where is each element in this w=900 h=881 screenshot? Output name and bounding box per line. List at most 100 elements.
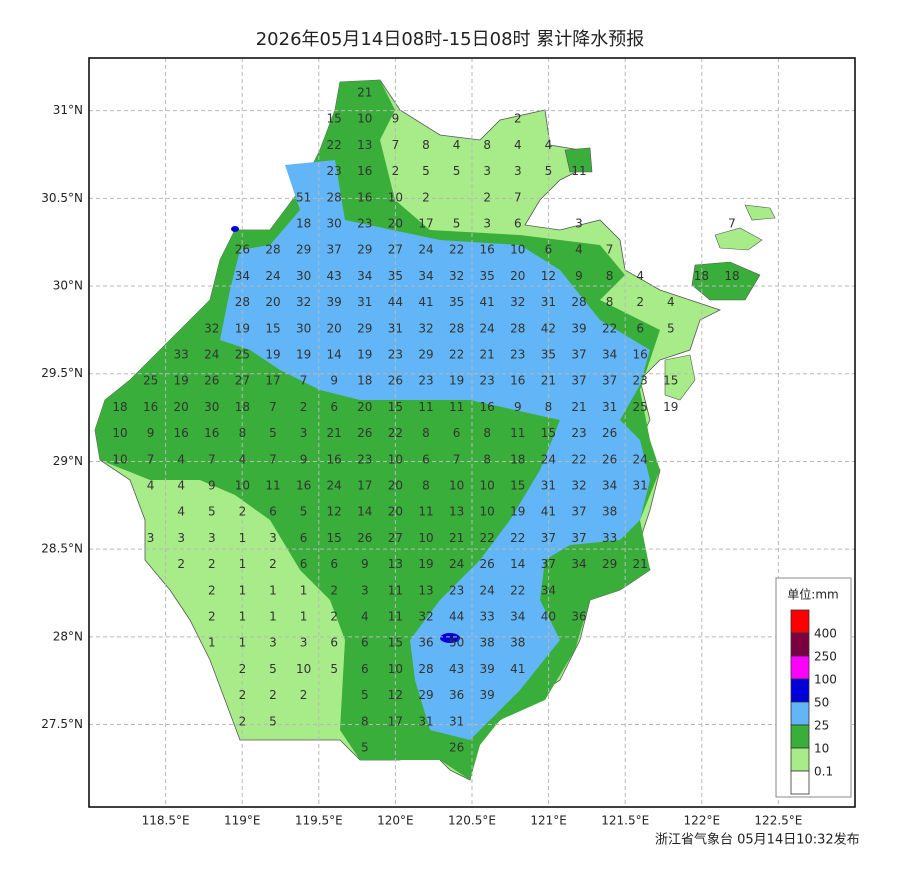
rain-value: 24: [327, 479, 342, 493]
rain-value: 19: [265, 348, 280, 362]
rain-value: 4: [239, 452, 247, 466]
rain-value: 2: [514, 112, 522, 126]
rain-value: 14: [510, 557, 525, 571]
rain-value: 16: [633, 348, 648, 362]
rain-value: 10: [357, 112, 372, 126]
rain-value: 9: [361, 557, 369, 571]
rain-value: 16: [357, 164, 372, 178]
rain-value: 11: [510, 426, 525, 440]
island: [714, 227, 763, 251]
rain-value: 9: [208, 479, 216, 493]
rain-value: 26: [204, 374, 219, 388]
rain-value: 3: [300, 636, 308, 650]
rain-value: 23: [357, 217, 372, 231]
rain-value: 18: [296, 217, 311, 231]
rain-value: 15: [388, 400, 403, 414]
rain-value: 33: [480, 610, 495, 624]
legend-swatch: [790, 609, 810, 634]
area-50mm: [440, 633, 460, 643]
rain-value: 24: [418, 243, 433, 257]
rain-value: 40: [541, 610, 556, 624]
rain-value: 5: [453, 217, 461, 231]
rain-value: 44: [388, 295, 403, 309]
rain-value: 19: [357, 348, 372, 362]
rain-value: 18: [510, 452, 525, 466]
rain-value: 30: [296, 321, 311, 335]
island: [691, 261, 761, 301]
rain-value: 2: [330, 583, 338, 597]
rain-value: 8: [483, 138, 491, 152]
rain-value: 34: [571, 557, 586, 571]
rain-value: 3: [147, 531, 155, 545]
rain-value: 1: [208, 636, 216, 650]
rain-value: 39: [327, 295, 342, 309]
rain-value: 43: [449, 662, 464, 676]
rain-value: 8: [483, 452, 491, 466]
rain-value: 22: [510, 531, 525, 545]
rain-value: 21: [541, 374, 556, 388]
rain-value: 6: [361, 662, 369, 676]
lat-tick-label: 30.5°N: [41, 191, 83, 205]
rain-value: 16: [357, 190, 372, 204]
lon-tick-label: 120.5°E: [448, 814, 496, 828]
rain-value: 31: [418, 714, 433, 728]
rain-value: 28: [418, 662, 433, 676]
rain-value: 23: [633, 374, 648, 388]
rain-value: 35: [541, 348, 556, 362]
rain-value: 3: [483, 164, 491, 178]
lon-tick-label: 118.5°E: [142, 814, 190, 828]
rain-value: 34: [602, 479, 617, 493]
rain-value: 15: [327, 112, 342, 126]
rain-value: 10: [480, 479, 495, 493]
rain-value: 23: [510, 348, 525, 362]
rain-value: 20: [174, 400, 189, 414]
rain-value: 2: [239, 505, 247, 519]
rain-value: 18: [112, 400, 127, 414]
rain-value: 34: [418, 269, 433, 283]
rain-value: 32: [296, 295, 311, 309]
rain-value: 5: [422, 164, 430, 178]
rain-value: 11: [418, 400, 433, 414]
rain-value: 26: [357, 426, 372, 440]
legend-level: 50: [814, 696, 829, 710]
rain-value: 43: [327, 269, 342, 283]
rain-value: 7: [147, 452, 155, 466]
rain-value: 38: [510, 636, 525, 650]
rain-value: 1: [239, 636, 247, 650]
rain-value: 28: [510, 321, 525, 335]
rain-value: 15: [327, 531, 342, 545]
rain-value: 5: [453, 164, 461, 178]
rain-value: 19: [235, 321, 250, 335]
rain-value: 8: [239, 426, 247, 440]
rain-value: 4: [147, 479, 155, 493]
rain-value: 32: [449, 269, 464, 283]
rain-value: 1: [239, 531, 247, 545]
legend-swatch: [790, 770, 810, 795]
legend-swatch: [790, 655, 810, 680]
rain-value: 28: [235, 295, 250, 309]
rain-value: 6: [453, 426, 461, 440]
rain-value: 8: [422, 426, 430, 440]
rain-value: 34: [541, 583, 556, 597]
rain-value: 31: [633, 479, 648, 493]
lat-tick-label: 29°N: [53, 454, 83, 468]
lon-tick-label: 119°E: [224, 814, 261, 828]
legend-swatch: [790, 724, 810, 749]
rain-value: 10: [418, 531, 433, 545]
rain-value: 2: [208, 583, 216, 597]
rain-value: 26: [449, 741, 464, 755]
rain-value: 4: [667, 295, 675, 309]
rain-value: 2: [300, 400, 308, 414]
rain-value: 6: [300, 557, 308, 571]
rain-value: 4: [636, 269, 644, 283]
rain-value: 6: [361, 636, 369, 650]
rain-value: 30: [204, 400, 219, 414]
rain-value: 50: [449, 636, 464, 650]
legend-title: 单位:mm: [787, 587, 838, 602]
lon-tick-label: 121.5°E: [601, 814, 649, 828]
rain-value: 23: [418, 374, 433, 388]
lat-tick-label: 27.5°N: [41, 717, 83, 731]
rain-value: 4: [575, 243, 583, 257]
rain-value: 25: [633, 400, 648, 414]
rain-value: 26: [357, 531, 372, 545]
